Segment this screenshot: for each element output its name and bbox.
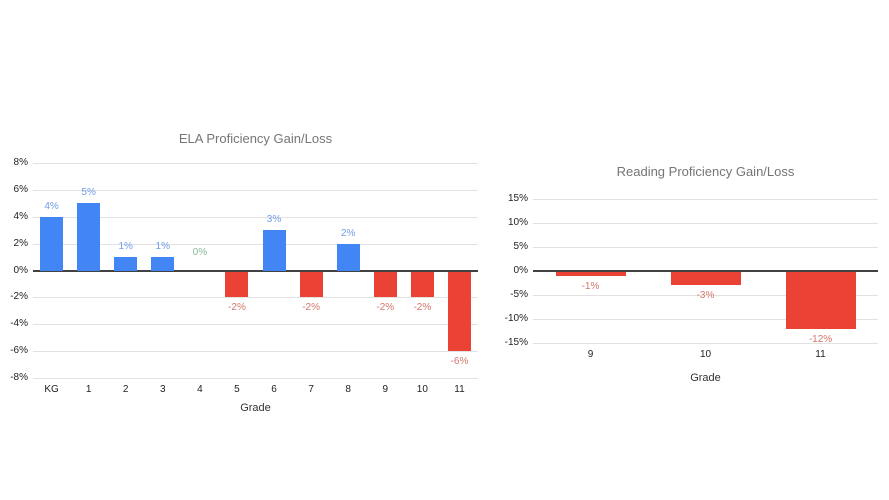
y-tick-label: -10% <box>504 313 528 324</box>
y-tick-label: 10% <box>507 217 528 228</box>
bar-value-label: -3% <box>696 290 715 302</box>
chart-title: Reading Proficiency Gain/Loss <box>616 164 795 179</box>
y-tick-label: 6% <box>13 183 28 195</box>
bar-3 <box>151 257 175 271</box>
bar-5 <box>225 271 249 298</box>
x-tick-label: 3 <box>160 384 166 395</box>
bar-8 <box>336 243 360 271</box>
bar-value-label: 1% <box>155 241 170 253</box>
x-tick-label: 5 <box>234 384 240 395</box>
gridline <box>533 223 878 224</box>
gridline <box>533 247 878 248</box>
bar-10 <box>410 271 434 298</box>
x-tick-label: 1 <box>85 384 92 395</box>
bar-11 <box>785 272 856 329</box>
bar-7 <box>299 271 323 298</box>
y-tick-label: -2% <box>10 291 28 303</box>
x-tick-label: 11 <box>815 349 826 360</box>
bar-value-label: -2% <box>302 302 321 314</box>
bar-2 <box>114 257 138 271</box>
bar-value-label: 3% <box>266 214 282 226</box>
gridline <box>33 216 478 218</box>
x-tick-label: 10 <box>416 384 428 395</box>
bar-11 <box>447 271 471 352</box>
x-tick-label: 9 <box>587 349 594 360</box>
zero-line <box>533 270 878 272</box>
gridline <box>33 351 478 353</box>
gridline <box>533 199 878 200</box>
ela-proficiency-chart[interactable]: ELA Proficiency Gain/Loss 4% 5% 1% 1% 0% -2% 3… <box>10 126 482 420</box>
bar-9 <box>555 272 626 276</box>
x-axis-title: Grade <box>240 402 271 414</box>
x-tick-label: 6 <box>271 384 277 395</box>
bar-value-label: 5% <box>81 187 96 199</box>
y-tick-label: -15% <box>504 337 528 348</box>
y-tick-label: -6% <box>10 345 28 357</box>
reading-proficiency-chart[interactable]: Reading Proficiency Gain/Loss -1% -3% -12%… <box>490 158 884 392</box>
gridline <box>33 163 478 164</box>
bar-value-label: 4% <box>44 200 59 212</box>
gridline <box>533 343 878 344</box>
x-tick-label: 2 <box>122 384 129 395</box>
x-tick-label: 10 <box>699 349 712 360</box>
y-tick-label: 0% <box>513 265 528 276</box>
chart-title: ELA Proficiency Gain/Loss <box>178 131 333 146</box>
bar-10 <box>670 272 741 286</box>
y-tick-label: -5% <box>510 289 528 300</box>
gridline <box>33 324 478 326</box>
plot-area: 4% 5% 1% 1% 0% -2% 3% -2% 2% -2% -2% -6% <box>33 163 478 379</box>
bar-value-label: -1% <box>581 280 600 292</box>
x-tick-label: 7 <box>308 384 314 395</box>
x-tick-label: 11 <box>454 384 465 395</box>
x-tick-label: 4 <box>197 384 203 395</box>
zero-line <box>33 269 478 272</box>
bar-value-label: -2% <box>376 302 395 314</box>
bar-value-label: -12% <box>808 333 833 345</box>
gridline <box>33 297 478 299</box>
bar-value-label: 1% <box>118 241 133 253</box>
bar-1 <box>77 203 101 271</box>
bar-value-label: 2% <box>340 227 356 239</box>
x-tick-label: 9 <box>382 384 389 395</box>
bar-KG <box>40 216 64 271</box>
y-tick-label: 0% <box>13 264 28 276</box>
gridline <box>533 295 878 296</box>
x-tick-label: KG <box>44 384 59 395</box>
y-tick-label: 4% <box>13 210 28 222</box>
x-tick-label: 8 <box>345 384 351 395</box>
bar-9 <box>373 271 397 298</box>
bar-value-label: -2% <box>228 302 246 314</box>
gridline <box>33 378 478 379</box>
gridline <box>33 189 478 191</box>
bar-6 <box>262 230 286 271</box>
x-axis-title: Grade <box>690 372 721 384</box>
y-tick-label: -8% <box>10 372 28 383</box>
y-tick-label: 2% <box>13 237 28 249</box>
bar-value-label: 0% <box>192 246 208 258</box>
y-tick-label: 5% <box>513 241 528 252</box>
bar-value-label: -2% <box>413 302 432 314</box>
y-tick-label: -4% <box>10 318 28 330</box>
y-tick-label: 15% <box>507 193 528 204</box>
gridline <box>33 243 478 245</box>
bar-value-label: -6% <box>450 356 469 368</box>
gridline <box>533 319 878 320</box>
y-tick-label: 8% <box>13 157 28 168</box>
plot-area: -1% -3% -12% <box>533 199 878 345</box>
